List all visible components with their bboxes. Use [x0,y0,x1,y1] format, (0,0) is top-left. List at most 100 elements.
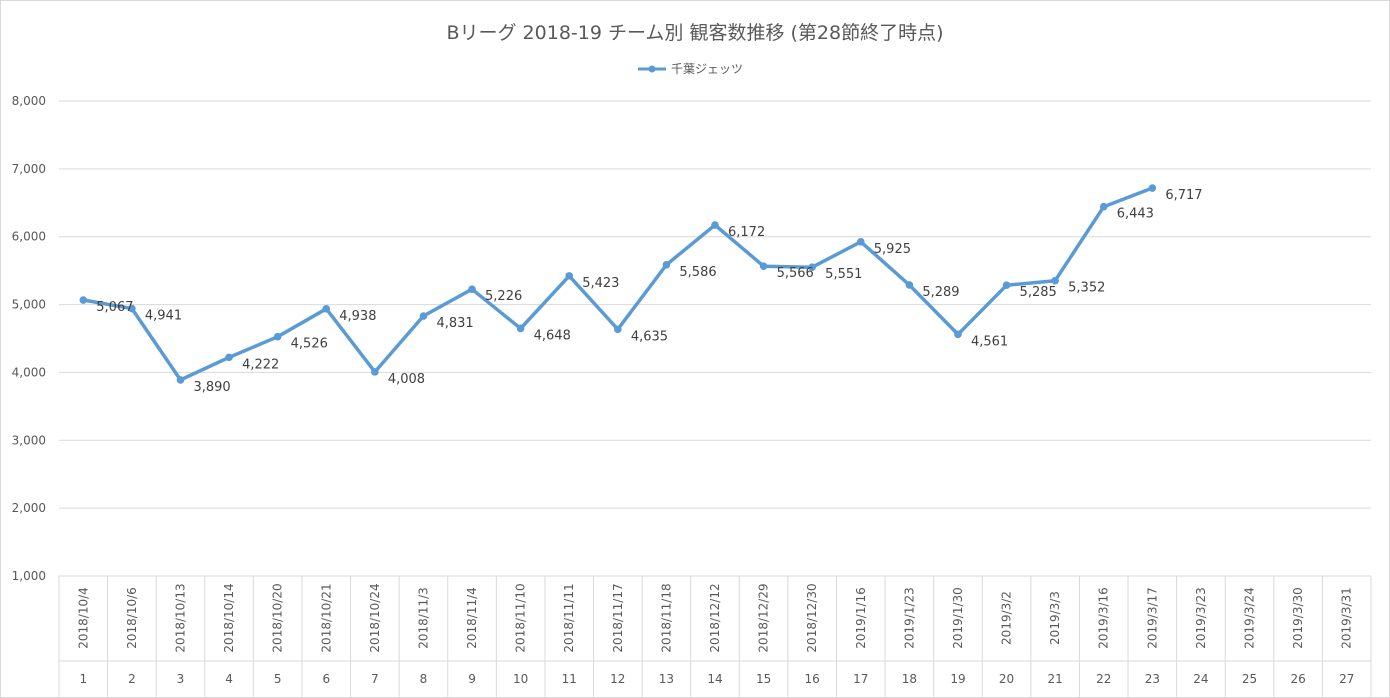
data-label: 4,648 [534,328,571,343]
data-label: 4,008 [388,372,425,387]
data-label: 5,566 [777,266,814,281]
legend-point-marker [648,65,656,73]
y-tick-label: 5,000 [12,298,46,312]
data-point [419,312,428,320]
data-label: 5,067 [96,300,133,315]
x-tick-game-number: 23 [1145,672,1160,686]
data-label: 4,222 [242,357,279,372]
data-point [176,376,185,384]
x-axis: 2018/10/4 1 2018/10/6 2 2018/10/13 3 2018/10/1… [58,576,1372,698]
data-point [1099,202,1108,211]
y-tick-label: 8,000 [12,94,46,108]
y-tick-label: 7,000 [12,162,46,176]
x-tick-game-number: 18 [902,672,917,686]
x-tick-date: 2018/10/20 [271,583,285,652]
x-tick-game-number: 8 [420,672,428,686]
y-tick-label: 2,000 [12,501,46,515]
data-label: 4,831 [436,316,473,331]
x-tick-date: 2019/3/2 [1000,591,1014,645]
data-labels: 5,067 4,941 3,890 4,222 4,526 4,938 4,008 4,831… [96,188,1202,395]
x-tick-date: 2018/10/21 [319,583,333,652]
data-point [808,263,816,271]
chart-title: Bリーグ 2018-19 チーム別 観客数推移 (第28節終了時点) [446,22,944,44]
x-tick-game-number: 25 [1242,672,1257,686]
series-chiba-jets [79,184,1157,384]
x-tick-date: 2018/10/4 [76,587,90,649]
x-tick-date: 2019/3/17 [1145,587,1159,649]
data-label: 5,925 [874,242,911,257]
x-tick-game-number: 1 [79,672,87,686]
x-tick-date: 2019/1/23 [902,587,916,649]
y-axis-ticks: 1,000 2,000 3,000 4,000 5,000 6,000 7,000 8,000 [12,94,46,583]
data-point [516,324,525,333]
data-label: 4,941 [145,309,182,324]
x-tick-date: 2018/12/12 [708,583,722,652]
x-tick-game-number: 6 [322,672,330,686]
x-tick-game-number: 16 [805,672,820,686]
data-point [128,304,136,313]
data-label: 5,423 [582,276,619,291]
data-label: 5,586 [679,265,716,280]
data-point [1051,276,1059,285]
data-point [856,238,865,246]
x-tick-date: 2018/11/10 [514,583,528,652]
x-tick-date: 2018/11/4 [465,587,479,649]
data-point [273,332,282,341]
x-tick-date: 2018/10/13 [173,583,187,652]
data-point [1002,281,1011,290]
data-point [322,304,331,313]
x-tick-date: 2019/1/16 [854,587,868,649]
x-tick-game-number: 12 [610,672,625,686]
data-point [565,272,574,280]
x-tick-game-number: 24 [1193,672,1208,686]
legend-entry-chiba-jets: 千葉ジェッツ [671,62,743,76]
x-tick-game-number: 2 [128,672,136,686]
x-tick-date: 2019/3/16 [1097,587,1111,649]
data-label: 5,226 [485,289,522,304]
data-point [468,285,476,294]
data-point [711,221,719,229]
x-tick-date: 2018/11/11 [562,583,576,652]
x-tick-date: 2019/3/24 [1243,587,1257,649]
x-tick-game-number: 7 [371,672,379,686]
x-tick-game-number: 14 [707,672,722,686]
x-tick-date: 2018/11/18 [659,583,673,652]
x-tick-game-number: 9 [468,672,476,686]
data-label: 5,352 [1068,281,1105,296]
x-tick-date: 2019/3/3 [1048,591,1062,645]
data-point [614,325,622,334]
x-tick-date: 2018/12/30 [805,583,819,652]
y-tick-label: 1,000 [12,569,46,583]
data-point [1148,184,1157,192]
x-tick-game-number: 5 [274,672,282,686]
x-tick-date: 2019/1/30 [951,587,965,649]
y-tick-label: 4,000 [12,365,46,379]
data-point [662,261,671,269]
data-label: 6,443 [1117,207,1154,222]
data-point [371,368,379,376]
x-tick-date: 2018/10/6 [125,587,139,649]
data-label: 6,172 [728,225,765,240]
data-label: 6,717 [1165,188,1202,203]
data-point [905,281,914,289]
x-tick-game-number: 20 [999,672,1014,686]
x-tick-date: 2018/12/29 [757,583,771,652]
x-tick-game-number: 13 [659,672,674,686]
data-point [79,296,88,304]
legend: 千葉ジェッツ [638,62,743,76]
data-label: 4,635 [631,329,668,344]
x-tick-game-number: 21 [1048,672,1063,686]
x-tick-date: 2019/3/30 [1291,587,1305,649]
x-tick-game-number: 4 [225,672,233,686]
y-tick-label: 3,000 [12,433,46,447]
gridlines [59,100,1371,577]
x-tick-game-number: 17 [853,672,868,686]
data-label: 4,526 [291,337,328,352]
data-label: 5,289 [922,285,959,300]
x-tick-date: 2018/11/17 [611,583,625,652]
data-label: 4,938 [339,309,376,324]
x-tick-date: 2018/10/24 [368,583,382,652]
x-tick-game-number: 10 [513,672,528,686]
data-label: 4,561 [971,334,1008,349]
